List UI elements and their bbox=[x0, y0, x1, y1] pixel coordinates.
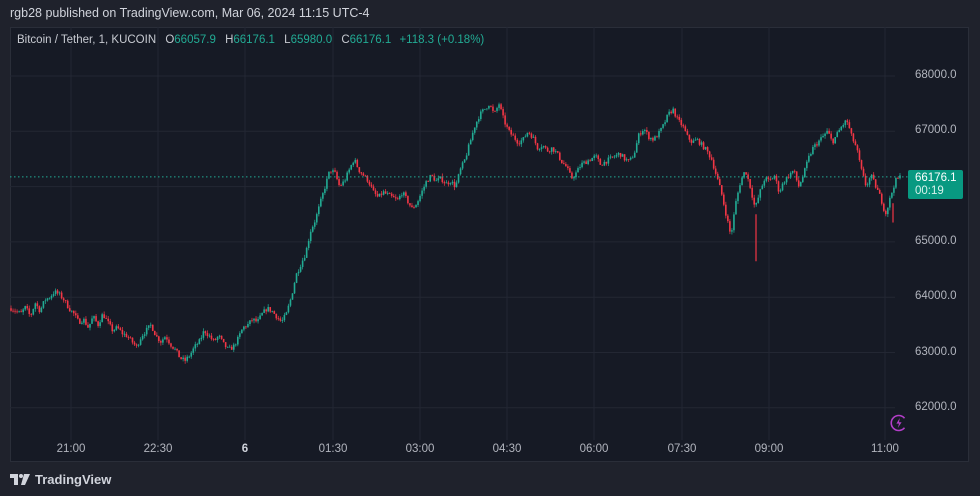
price-tick-label: 63000.0 bbox=[915, 345, 957, 358]
price-tick-label: 65000.0 bbox=[915, 234, 957, 247]
high-value: 66176.1 bbox=[233, 34, 275, 46]
change-value: +118.3 (+0.18%) bbox=[399, 34, 485, 46]
tradingview-logo[interactable]: TradingView bbox=[10, 472, 111, 487]
open-value: 66057.9 bbox=[174, 34, 216, 46]
tradingview-logo-icon bbox=[10, 473, 30, 485]
price-tick-label: 64000.0 bbox=[915, 290, 957, 303]
symbol-title[interactable]: Bitcoin / Tether, 1, KUCOIN bbox=[17, 34, 157, 46]
symbol-legend: Bitcoin / Tether, 1, KUCOIN O66057.9 H66… bbox=[17, 34, 485, 46]
time-tick-label: 07:30 bbox=[667, 443, 697, 455]
time-tick-label: 04:30 bbox=[492, 443, 522, 455]
time-tick-label: 21:00 bbox=[56, 443, 86, 455]
time-tick-label: 06:00 bbox=[579, 443, 609, 455]
published-byline: rgb28 published on TradingView.com, Mar … bbox=[10, 6, 370, 20]
time-tick-label: 03:00 bbox=[405, 443, 435, 455]
price-tick-label: 67000.0 bbox=[915, 124, 957, 137]
bar-countdown: 00:19 bbox=[915, 185, 944, 197]
price-tick-label: 62000.0 bbox=[915, 400, 957, 413]
time-tick-label: 09:00 bbox=[754, 443, 784, 455]
last-price-tag: 66176.1 00:19 bbox=[908, 170, 963, 199]
chart-frame[interactable] bbox=[10, 27, 969, 462]
price-tick-label: 68000.0 bbox=[915, 69, 957, 81]
last-price: 66176.1 bbox=[915, 172, 957, 184]
close-value: 66176.1 bbox=[349, 34, 392, 46]
lightning-icon[interactable] bbox=[889, 413, 909, 433]
time-tick-label: 6 bbox=[241, 443, 249, 455]
time-tick-label: 01:30 bbox=[318, 443, 348, 455]
candlestick-plot[interactable] bbox=[10, 27, 969, 462]
time-tick-label: 11:00 bbox=[871, 443, 899, 455]
time-tick-label: 22:30 bbox=[143, 443, 173, 455]
low-value: 65980.0 bbox=[290, 34, 333, 46]
